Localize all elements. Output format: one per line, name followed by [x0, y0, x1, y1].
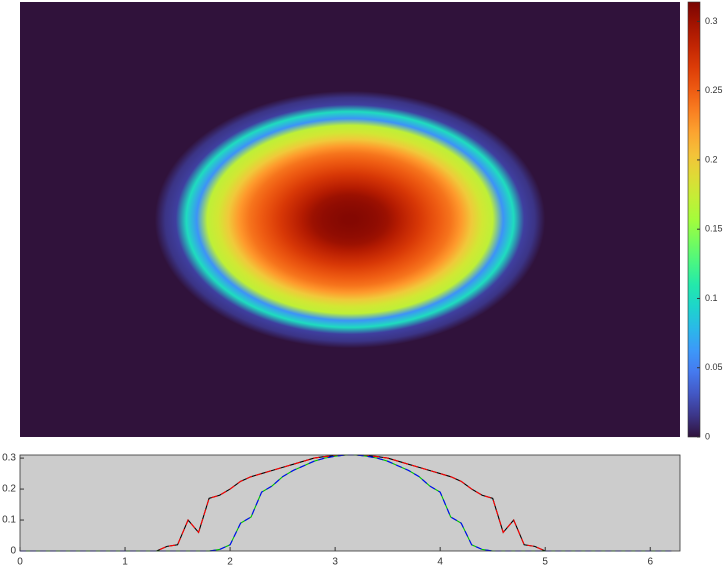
- colorbar-tick-label: 0.2: [705, 154, 718, 164]
- x-tick-label: 5: [542, 557, 548, 568]
- y-tick-label: 0.2: [2, 484, 16, 495]
- x-tick-label: 4: [437, 557, 443, 568]
- y-tick-label: 0.3: [2, 453, 16, 464]
- colorbar-tick-label: 0.15: [705, 224, 723, 234]
- colorbar-tick-label: 0.25: [705, 85, 723, 95]
- heatmap: [20, 2, 680, 437]
- colorbar-tick-label: 0.1: [705, 293, 718, 303]
- colorbar-tick-label: 0: [705, 431, 710, 441]
- x-tick-label: 6: [647, 557, 653, 568]
- plot-frame: [19, 454, 681, 552]
- colorbar-tick-label: 0.3: [705, 16, 718, 26]
- x-tick-label: 0: [17, 557, 23, 568]
- colorbar: [687, 1, 701, 438]
- y-tick-label: 0: [10, 546, 16, 557]
- y-tick-label: 0.1: [2, 515, 16, 526]
- x-tick-label: 2: [227, 557, 233, 568]
- colorbar-tick-label: 0.05: [705, 362, 723, 372]
- x-tick-label: 1: [122, 557, 128, 568]
- plot-background: [20, 455, 680, 551]
- x-tick-label: 3: [332, 557, 338, 568]
